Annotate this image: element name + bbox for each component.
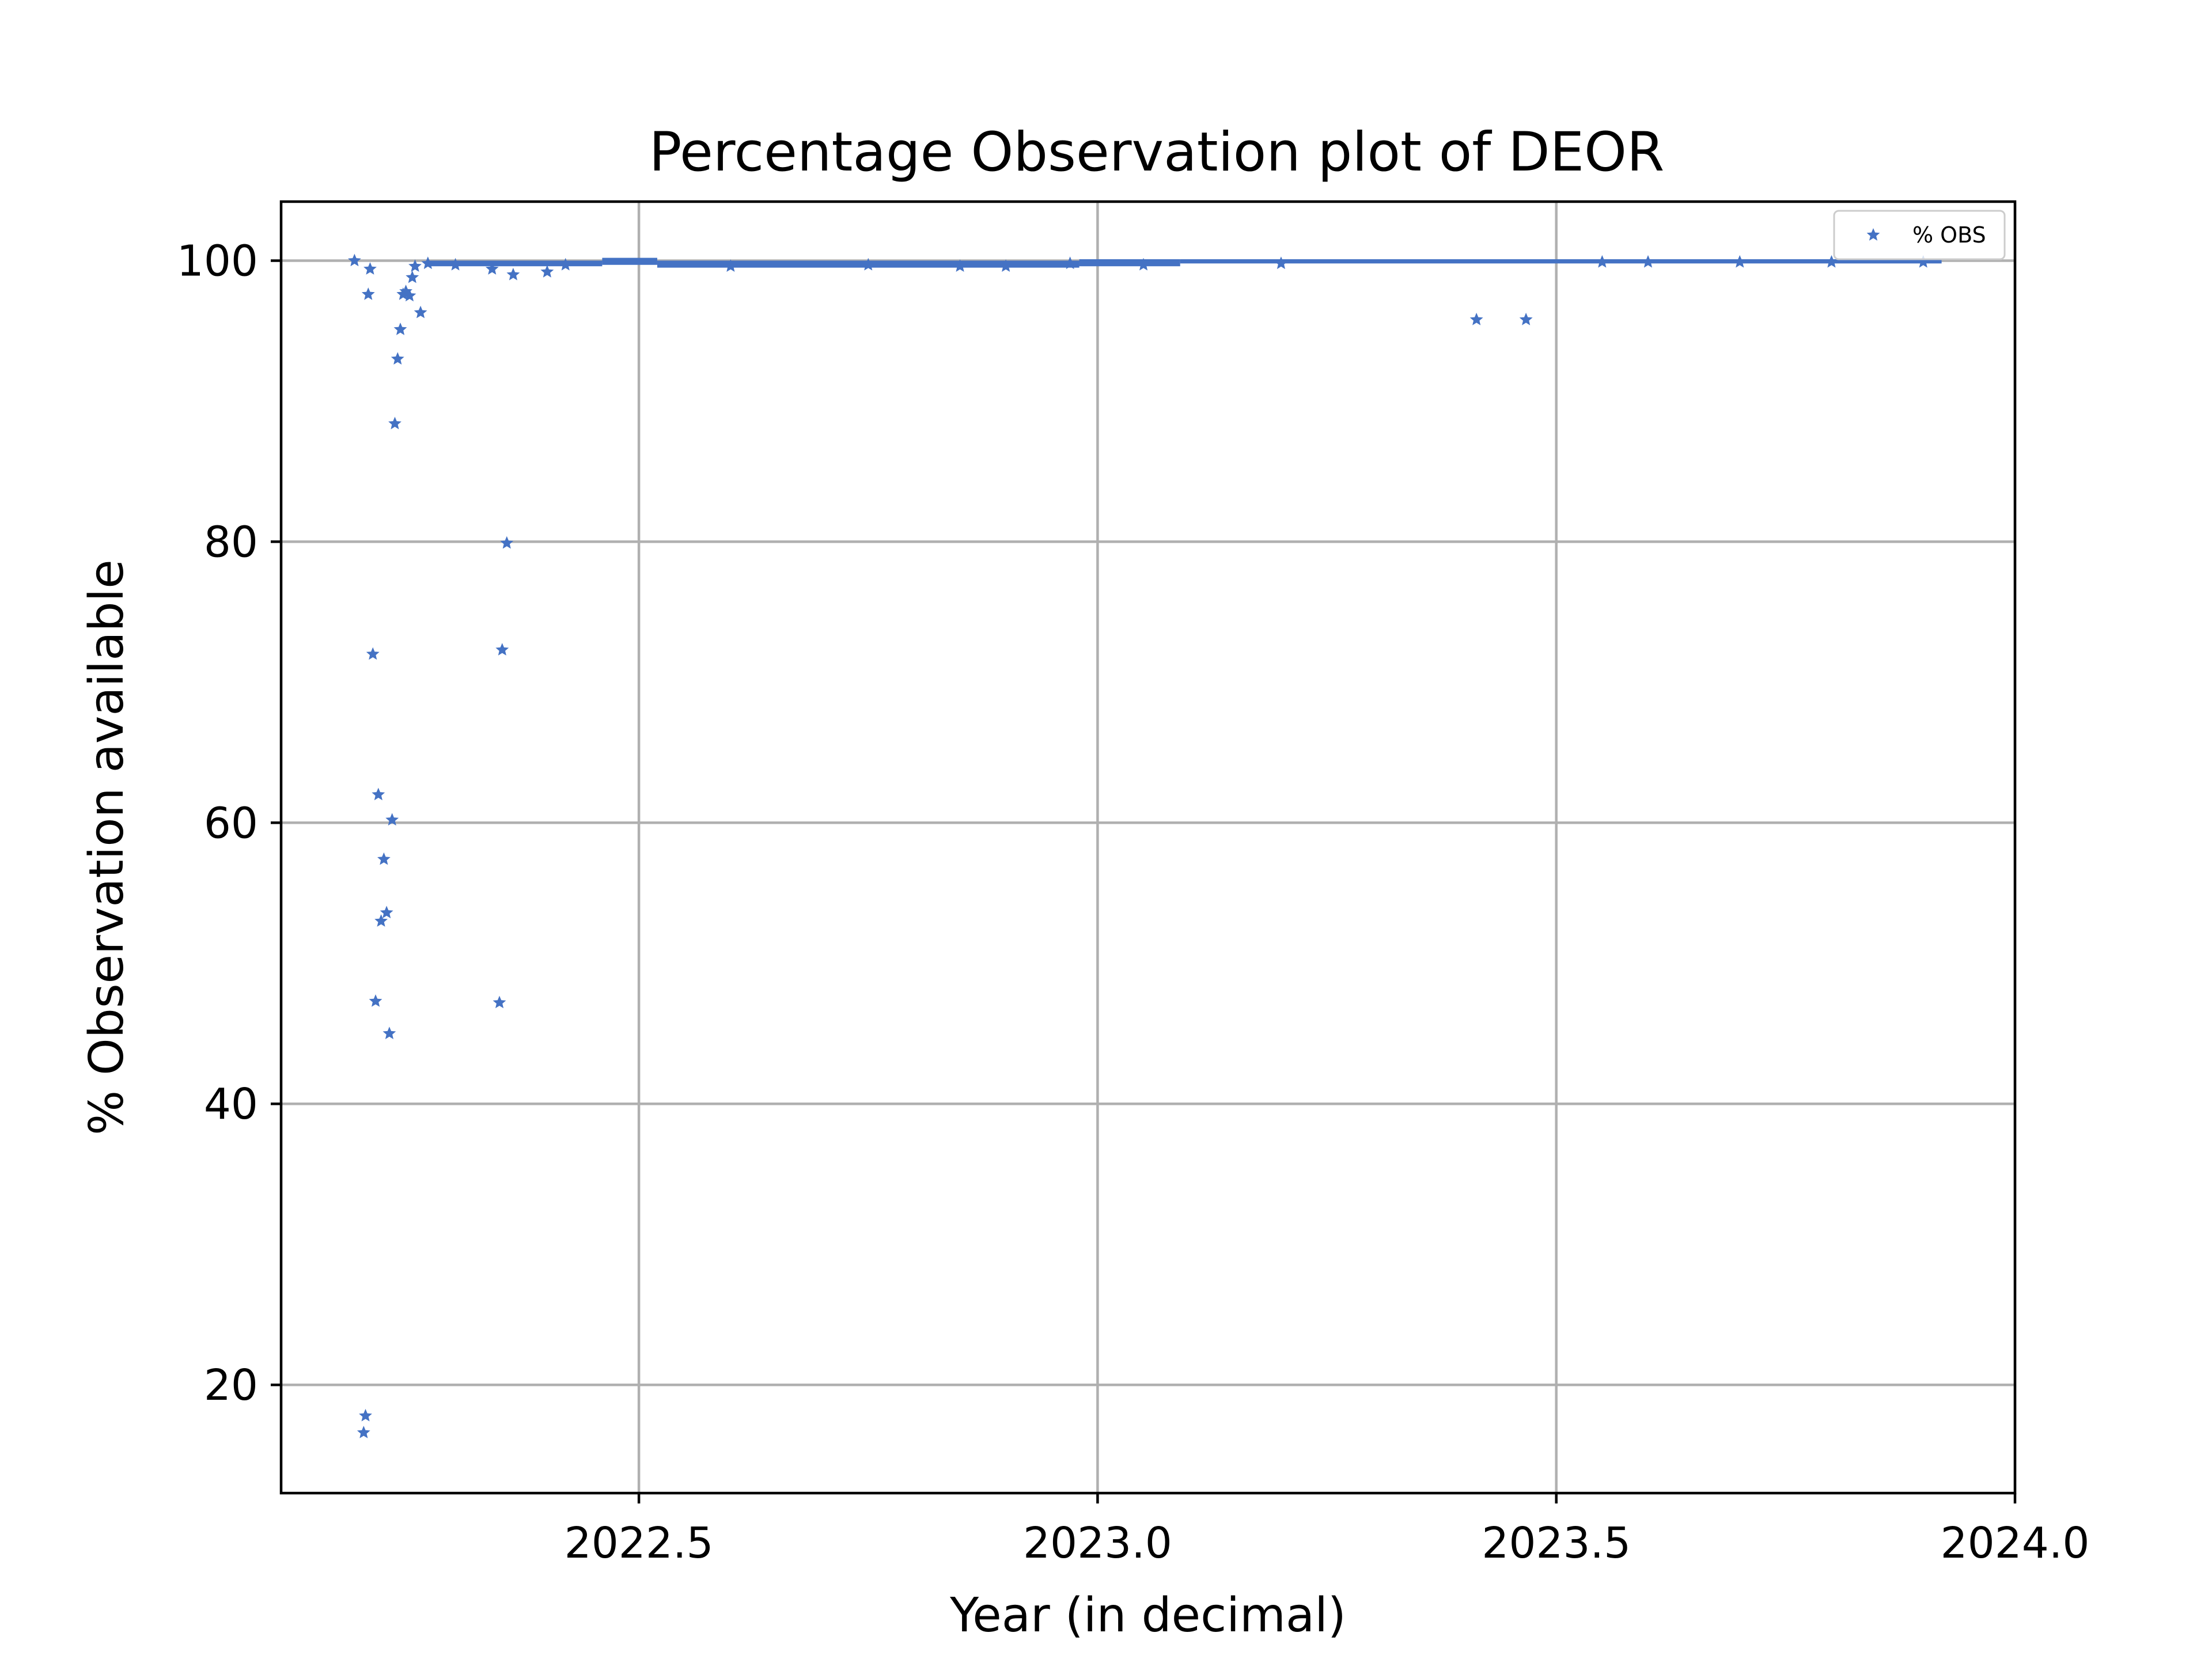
data-point [999, 259, 1013, 272]
data-point [366, 647, 380, 660]
chart-title: Percentage Observation plot of DEOR [649, 121, 1665, 184]
data-point [559, 257, 573, 271]
data-point [506, 267, 520, 281]
data-point [485, 262, 499, 275]
data-point [861, 257, 875, 271]
data-point [414, 305, 427, 319]
x-axis-label: Year (in decimal) [949, 1588, 1346, 1643]
data-point [1916, 255, 1930, 268]
data-point [493, 995, 506, 1009]
data-point [377, 852, 391, 865]
legend-box [1833, 210, 2006, 260]
legend: % OBS [1833, 210, 2006, 260]
x-tick-label: 2023.0 [1023, 1518, 1172, 1568]
legend-marker-star [1866, 228, 1880, 241]
data-point [421, 256, 435, 270]
data-point [408, 259, 422, 272]
data-point [393, 323, 407, 335]
data-point [357, 1426, 370, 1438]
y-tick-label: 60 [204, 798, 258, 848]
band-segment [602, 257, 657, 265]
data-point [1733, 255, 1747, 268]
data-point [391, 352, 404, 365]
y-axis-ticks: 20 40 60 80 100 [177, 236, 281, 1410]
data-point [953, 259, 967, 272]
data-point [369, 994, 382, 1007]
y-tick-label: 40 [204, 1080, 258, 1129]
band-segment [427, 260, 603, 267]
data-point [1274, 256, 1288, 270]
data-point [388, 416, 402, 430]
data-point [403, 289, 416, 302]
data-point [380, 906, 393, 919]
data-point [1063, 256, 1077, 270]
data-point [1519, 312, 1533, 325]
data-point [372, 787, 385, 801]
plot-frame [279, 200, 2017, 1495]
data-point [1137, 257, 1150, 271]
data-point [363, 262, 377, 275]
data-point [1825, 255, 1838, 268]
data-point [385, 813, 399, 826]
band-segment [1180, 259, 1942, 264]
y-tick-label: 20 [204, 1361, 258, 1410]
x-tick-label: 2024.0 [1941, 1518, 2090, 1568]
data-point [361, 287, 375, 300]
data-point [359, 1408, 372, 1422]
data-point [500, 536, 514, 549]
y-tick-label: 80 [204, 517, 258, 567]
y-tick-label: 100 [177, 236, 258, 286]
data-point [406, 270, 419, 283]
x-axis-ticks: 2022.5 2023.0 2023.5 2024.0 [565, 1493, 2090, 1568]
x-tick-label: 2023.5 [1482, 1518, 1631, 1568]
legend-label: % OBS [1912, 222, 1986, 248]
x-tick-label: 2022.5 [565, 1518, 714, 1568]
data-point [1595, 255, 1609, 268]
data-points [348, 253, 1930, 1438]
y-axis-label: % Observation available [79, 559, 134, 1135]
data-band [427, 257, 1942, 268]
data-point [1641, 255, 1655, 268]
data-point [348, 253, 361, 267]
data-point [374, 914, 388, 927]
data-point [540, 265, 554, 278]
data-point [1469, 312, 1483, 325]
data-point [724, 259, 737, 272]
data-point [495, 643, 509, 656]
data-point [449, 257, 462, 271]
band-segment [1079, 259, 1180, 267]
data-point [382, 1027, 396, 1039]
